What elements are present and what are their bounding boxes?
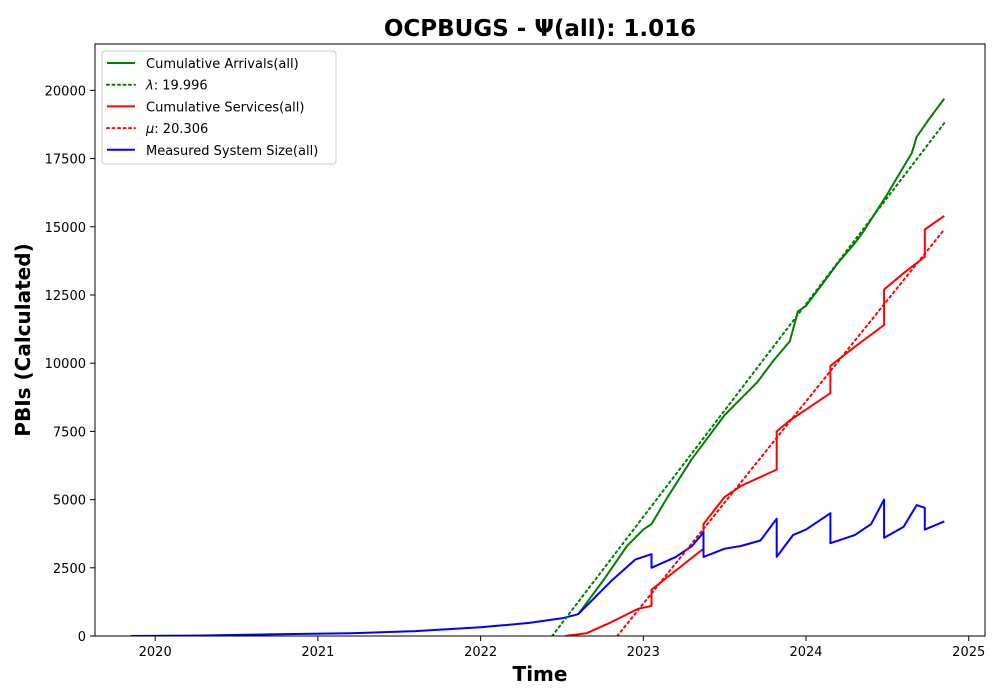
y-tick-label: 15000 [45, 221, 86, 236]
chart-title: OCPBUGS - Ψ(all): 1.016 [384, 16, 696, 42]
x-tick-label: 2025 [952, 645, 985, 660]
legend-box [101, 50, 337, 165]
legend-label: μ: 20.306 [145, 122, 208, 137]
y-tick-label: 7500 [53, 425, 86, 440]
series-line-fit-3 [551, 122, 946, 636]
series-line-0 [577, 98, 946, 615]
x-tick-label: 2022 [464, 645, 497, 660]
series-line-2 [130, 498, 945, 636]
x-axis: 2020 2021 2022 2023 2024 2025 [139, 636, 985, 660]
x-axis-title: Time [513, 662, 568, 686]
y-tick-label: 2500 [53, 562, 86, 577]
y-tick-label: 17500 [45, 153, 86, 168]
y-tick-label: 20000 [45, 84, 86, 99]
series-line-fit-4 [616, 228, 946, 636]
legend-label: λ: 19.996 [145, 79, 208, 94]
legend-label: Cumulative Arrivals(all) [146, 57, 299, 72]
legend-entries: Cumulative Arrivals(all) λ: 19.996 Cumulat… [106, 57, 318, 159]
x-tick-label: 2020 [139, 645, 172, 660]
legend-label: Measured System Size(all) [146, 144, 318, 159]
plot-frame [94, 43, 986, 637]
x-tick-label: 2024 [789, 645, 822, 660]
y-tick-label: 5000 [53, 494, 86, 509]
y-tick-label: 12500 [45, 289, 86, 304]
x-tick-label: 2021 [301, 645, 334, 660]
y-tick-label: 0 [78, 630, 86, 645]
y-tick-label: 10000 [45, 357, 86, 372]
series-layer [130, 98, 946, 636]
series-line-1 [565, 215, 945, 636]
legend-label: Cumulative Services(all) [146, 100, 304, 115]
x-tick-label: 2023 [627, 645, 660, 660]
plot-area [94, 43, 986, 637]
y-axis: 0 2500 5000 7500 10000 12500 15000 17500 20000 [45, 84, 95, 645]
legend: Cumulative Arrivals(all) λ: 19.996 Cumulat… [101, 50, 337, 165]
y-axis-title: PBIs (Calculated) [11, 243, 35, 436]
